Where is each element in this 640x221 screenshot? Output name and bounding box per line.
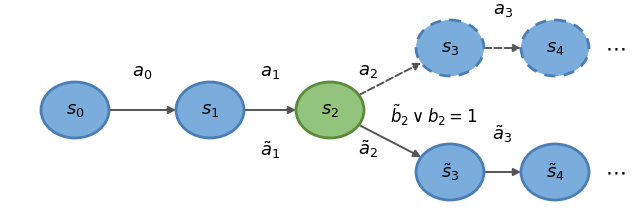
Text: $a_1$: $a_1$ [260, 63, 280, 81]
Ellipse shape [176, 82, 244, 138]
Ellipse shape [296, 82, 364, 138]
Ellipse shape [521, 144, 589, 200]
Text: $s_2$: $s_2$ [321, 101, 339, 119]
Text: $s_4$: $s_4$ [546, 39, 564, 57]
Text: $\tilde{s}_4$: $\tilde{s}_4$ [545, 161, 564, 183]
Ellipse shape [41, 82, 109, 138]
Text: $\tilde{a}_3$: $\tilde{a}_3$ [492, 123, 513, 145]
Text: $\tilde{a}_2$: $\tilde{a}_2$ [358, 138, 378, 160]
Ellipse shape [521, 20, 589, 76]
Text: $\tilde{a}_1$: $\tilde{a}_1$ [260, 139, 280, 161]
Text: $\tilde{b}_2 \vee b_2 = 1$: $\tilde{b}_2 \vee b_2 = 1$ [390, 102, 477, 128]
Text: $s_0$: $s_0$ [66, 101, 84, 119]
Text: $\cdots$: $\cdots$ [605, 38, 625, 58]
Text: $s_1$: $s_1$ [201, 101, 219, 119]
Text: $a_0$: $a_0$ [132, 63, 152, 81]
Text: $\cdots$: $\cdots$ [605, 162, 625, 182]
Text: $\tilde{s}_3$: $\tilde{s}_3$ [441, 161, 460, 183]
Ellipse shape [416, 144, 484, 200]
Ellipse shape [416, 20, 484, 76]
Text: $a_2$: $a_2$ [358, 62, 378, 80]
Text: $a_3$: $a_3$ [493, 1, 513, 19]
Text: $s_3$: $s_3$ [441, 39, 459, 57]
